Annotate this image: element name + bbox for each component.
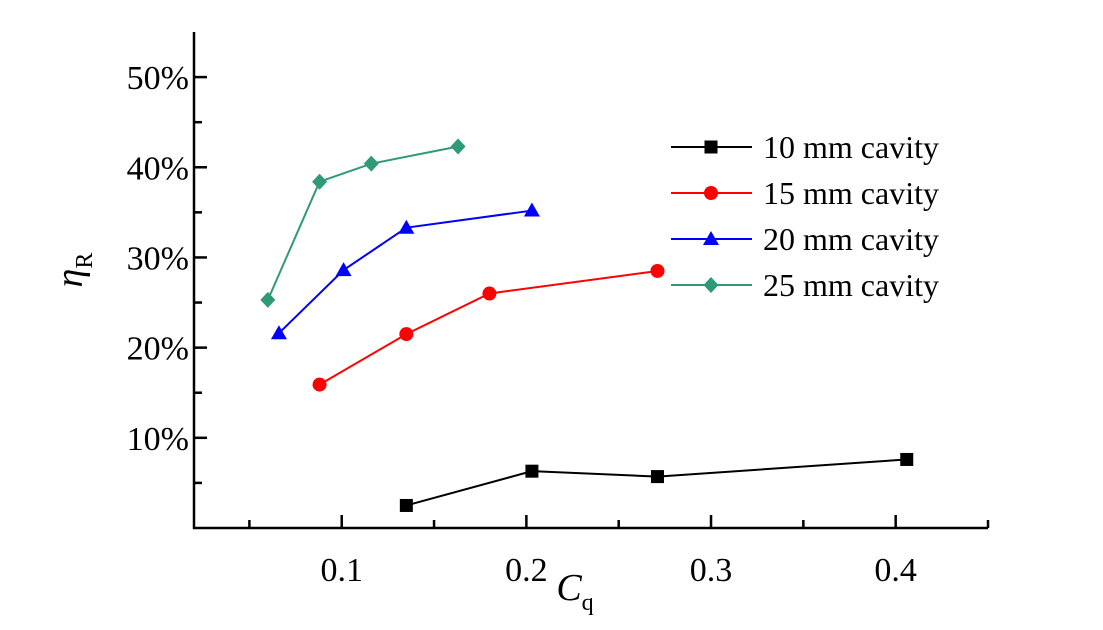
series-line — [319, 269, 658, 386]
data-point — [525, 464, 539, 478]
data-point — [650, 470, 664, 484]
series-4 — [260, 138, 466, 308]
series-layer — [260, 138, 914, 512]
x-tick-label: 0.1 — [320, 552, 363, 589]
y-axis-title-main: η — [49, 269, 91, 288]
legend-entry: 25 mm cavity — [671, 267, 939, 303]
x-axis-title-sub: q — [582, 590, 594, 616]
y-tick-label: 20% — [127, 331, 189, 368]
legend-entry: 15 mm cavity — [671, 175, 939, 211]
legend-label: 25 mm cavity — [763, 267, 939, 303]
series-line — [406, 458, 907, 507]
x-tick-label: 0.2 — [505, 552, 548, 589]
x-tick-label: 0.3 — [690, 552, 733, 589]
legend-label: 15 mm cavity — [763, 175, 939, 211]
y-tick-label: 10% — [127, 421, 189, 458]
axes — [192, 32, 990, 530]
x-axis-title: Cq — [556, 567, 593, 616]
x-tick-label: 0.4 — [874, 552, 917, 589]
data-point — [523, 202, 540, 217]
tick-labels: 0.1 0.2 0.3 0.4 10% 20% 30% 40% 50% — [127, 60, 917, 589]
legend-entry: 10 mm cavity — [671, 129, 939, 165]
series-line — [266, 145, 459, 301]
data-point — [363, 155, 379, 172]
legend-label: 20 mm cavity — [763, 221, 939, 257]
series-3 — [270, 202, 540, 340]
data-point — [312, 173, 328, 190]
legend-marker — [703, 231, 719, 245]
legend-marker — [703, 277, 719, 293]
legend-marker — [704, 140, 718, 154]
data-point — [650, 263, 665, 278]
data-point — [270, 325, 287, 340]
data-point — [399, 498, 413, 512]
y-tick-label: 30% — [127, 240, 189, 277]
data-point — [450, 138, 466, 155]
data-point — [260, 291, 276, 308]
y-tick-label: 50% — [127, 60, 189, 97]
data-point — [399, 327, 414, 342]
data-point — [335, 262, 352, 277]
series-1 — [399, 452, 914, 512]
y-axis-title: ηR — [49, 253, 98, 288]
data-point — [482, 286, 497, 301]
y-tick-label: 40% — [127, 150, 189, 187]
x-axis-title-main: C — [556, 567, 582, 609]
data-point — [398, 219, 415, 234]
series-line — [278, 209, 533, 334]
legend-entry: 20 mm cavity — [671, 221, 939, 257]
legend-label: 10 mm cavity — [763, 129, 939, 165]
data-point — [900, 452, 914, 466]
y-axis-title-sub: R — [72, 253, 98, 269]
series-2 — [312, 263, 665, 392]
legend-marker — [704, 186, 718, 200]
data-point — [312, 377, 327, 392]
legend: 10 mm cavity 15 mm cavity 20 mm cavity 25 m… — [671, 129, 939, 303]
